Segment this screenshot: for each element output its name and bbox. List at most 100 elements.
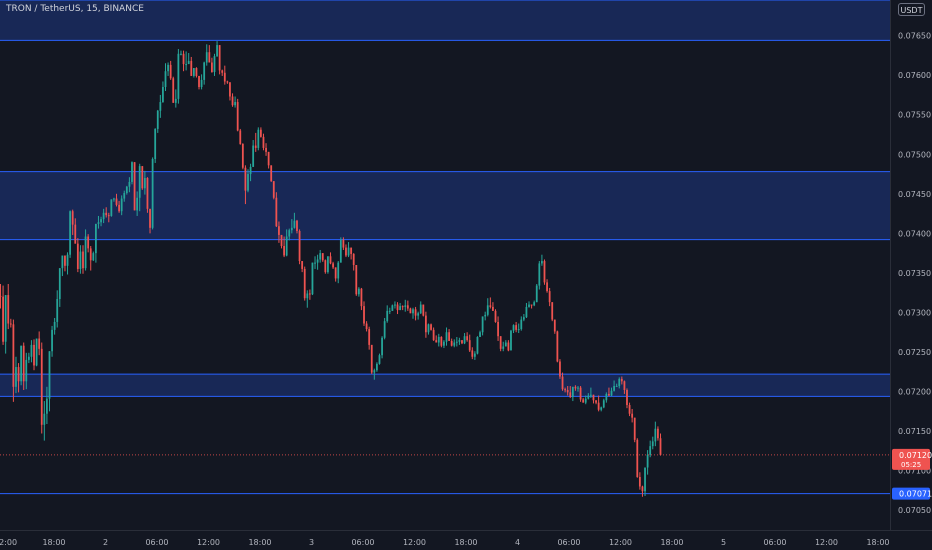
candle <box>226 80 229 84</box>
candle-body <box>337 262 340 279</box>
candle-body <box>146 177 149 209</box>
candle-body <box>620 378 623 382</box>
candle-body <box>412 309 414 314</box>
candle-body <box>51 329 53 352</box>
candle-body <box>180 53 182 55</box>
candle <box>499 336 502 352</box>
candle <box>528 301 530 308</box>
level-price-tag-bg <box>892 487 930 500</box>
candle-body <box>7 295 10 324</box>
candle-body <box>288 230 291 237</box>
candle-body <box>15 367 17 387</box>
candle-body <box>182 53 185 65</box>
y-tick-label: 0.07350 <box>898 269 931 278</box>
candle-body <box>577 387 579 389</box>
candle <box>198 75 200 90</box>
candle-body <box>502 346 505 349</box>
candle-body <box>205 52 208 63</box>
candle-body <box>370 344 373 373</box>
candle <box>443 340 445 349</box>
candle-body <box>270 165 273 182</box>
candle <box>22 342 25 390</box>
candle-body <box>97 222 100 224</box>
candle-body <box>636 439 639 477</box>
candle <box>435 335 438 343</box>
candle <box>618 377 621 389</box>
candle <box>610 387 613 397</box>
currency-button[interactable]: USDT <box>898 3 925 16</box>
candle-body <box>633 417 636 440</box>
candle <box>437 333 440 347</box>
candle-body <box>136 197 139 211</box>
candle-body <box>613 386 615 391</box>
candle <box>61 255 64 277</box>
candle-body <box>342 239 345 248</box>
candle-body <box>396 304 399 311</box>
candle <box>223 65 226 85</box>
candle-body <box>20 345 23 382</box>
candle-body <box>657 428 659 439</box>
candle-body <box>149 208 151 228</box>
candle <box>123 190 126 202</box>
candle <box>466 332 469 342</box>
candle <box>564 387 567 393</box>
candle-body <box>430 324 432 330</box>
candle-body <box>211 62 213 72</box>
candle-body <box>535 285 538 303</box>
candle-body <box>110 199 113 216</box>
x-tick-label: 06:00 <box>351 538 374 547</box>
candle-body <box>314 262 316 264</box>
candle <box>644 467 646 496</box>
candle <box>174 89 177 108</box>
candle-body <box>33 344 35 366</box>
candle-body <box>574 386 577 389</box>
candle <box>288 228 291 241</box>
candle-body <box>296 220 298 231</box>
candle <box>342 237 345 250</box>
candle <box>303 266 306 301</box>
candle-body <box>391 305 394 311</box>
candle <box>579 386 582 402</box>
candle-body <box>489 305 492 307</box>
candle <box>7 283 10 330</box>
candle-body <box>76 243 79 269</box>
candle-body <box>453 342 456 346</box>
x-tick-label: 12:00 <box>609 538 632 547</box>
candle <box>290 219 293 234</box>
candle-body <box>484 314 487 317</box>
candle <box>71 209 74 235</box>
candle-body <box>564 389 567 391</box>
candle <box>4 295 7 354</box>
x-tick-label: 06:00 <box>763 538 786 547</box>
candle-body <box>221 70 224 73</box>
candle-body <box>308 293 311 295</box>
zone-2 <box>0 171 890 240</box>
candle <box>484 311 487 321</box>
candle-body <box>522 317 525 320</box>
x-tick-label: 18:00 <box>866 538 889 547</box>
x-tick-label: 06:00 <box>557 538 580 547</box>
candle-body <box>401 306 404 308</box>
candle <box>659 433 662 456</box>
candle-body <box>159 102 162 111</box>
candle-body <box>584 398 587 403</box>
candle <box>275 192 278 228</box>
candle <box>334 267 337 282</box>
candle <box>587 393 590 400</box>
candle <box>608 387 610 397</box>
y-tick-label: 0.07100 <box>898 467 931 476</box>
y-tick-label: 0.07150 <box>898 427 931 436</box>
candle-body <box>9 323 12 325</box>
candle-body <box>257 129 260 148</box>
candle <box>368 326 371 350</box>
candle <box>646 450 649 475</box>
candle <box>533 300 536 307</box>
candle-body <box>334 267 337 279</box>
candle <box>195 67 198 78</box>
candle <box>128 177 131 193</box>
candle-body <box>247 174 249 191</box>
candle <box>355 265 358 296</box>
